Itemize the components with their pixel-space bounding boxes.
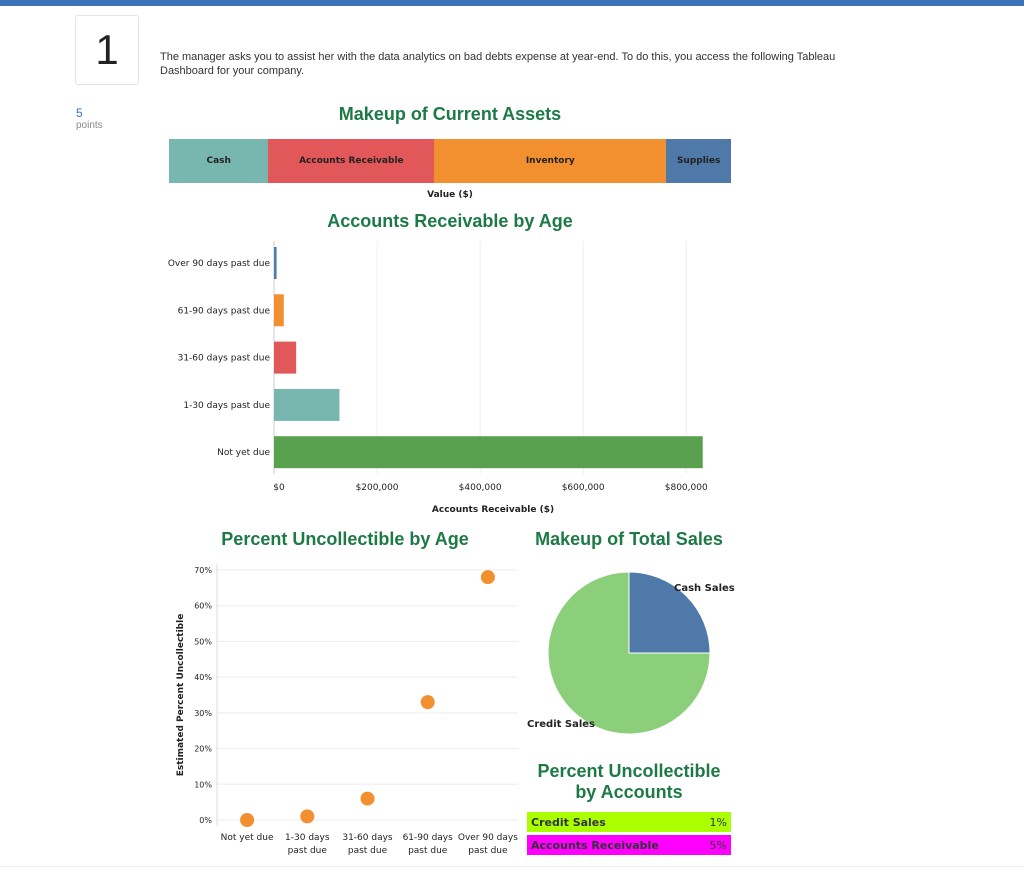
pct-x-tick-label: 61-90 days: [403, 833, 454, 843]
ar-bar: [274, 388, 340, 421]
pie-slice: [547, 571, 711, 735]
pct-x-tick-label: past due: [468, 846, 508, 856]
legend-row: Credit Sales 1%: [527, 812, 731, 832]
ar-category-label: 1-30 days past due: [183, 401, 270, 411]
pie-slice: [628, 571, 711, 654]
pct-point: [480, 570, 495, 585]
total-sales-pie-chart: Cash Sales Credit Sales: [527, 571, 735, 735]
ar-bar: [274, 247, 277, 279]
pct-uncollectible-age-chart: 0% 10% 20% 30% 40% 50% 60% 70% Estimated Percent…: [176, 564, 518, 856]
pct-y-tick-label: 20%: [194, 745, 212, 754]
legend-row-label: Accounts Receivable: [531, 838, 659, 852]
pie-label-cash-sales: Cash Sales: [674, 583, 735, 594]
ar-category-label: 31-60 days past due: [178, 354, 271, 364]
ar-category-label: 61-90 days past due: [178, 306, 271, 316]
pct-x-tick-label: past due: [348, 846, 388, 856]
question-number-box: 1: [75, 15, 139, 85]
pct-y-tick-label: 50%: [194, 637, 212, 646]
pct-x-tick-label: past due: [408, 846, 448, 856]
segment-inventory: Inventory: [434, 139, 667, 183]
ar-x-tick-label: $400,000: [459, 483, 502, 493]
pct-uncollectible-accounts-title-line-2: by Accounts: [575, 782, 683, 802]
pct-x-tick-label: 31-60 days: [342, 833, 393, 843]
pct-x-tick-label: past due: [288, 846, 328, 856]
pct-point: [240, 813, 255, 827]
current-assets-title: Makeup of Current Assets: [338, 104, 562, 124]
top-accent-bar: [0, 0, 1024, 6]
pct-point: [420, 695, 435, 710]
question-prompt: The manager asks you to assist her with …: [160, 51, 836, 77]
ar-category-label: Not yet due: [217, 448, 270, 458]
ar-x-tick-label: $600,000: [562, 483, 605, 493]
pct-y-tick-label: 10%: [194, 780, 212, 789]
legend-row-value: 5%: [709, 838, 727, 852]
current-assets-stacked-bar: Cash Accounts Receivable Inventory Supplies: [169, 139, 731, 183]
ar-x-tick-label: $200,000: [356, 483, 399, 493]
points-value: 5: [76, 106, 83, 120]
legend-row-label: Credit Sales: [531, 815, 606, 829]
segment-supplies: Supplies: [666, 139, 731, 183]
legend-row: Accounts Receivable 5%: [527, 835, 731, 855]
pct-uncollectible-age-title: Percent Uncollectible by Age: [221, 529, 469, 549]
question-number: 1: [95, 26, 119, 73]
current-assets-xlabel: Value ($): [427, 190, 473, 200]
pct-y-tick-label: 60%: [194, 602, 212, 611]
page-bottom-divider: [0, 866, 1024, 867]
segment-cash: Cash: [169, 139, 269, 183]
pct-y-tick-label: 40%: [194, 673, 212, 682]
ar-x-axis-label: Accounts Receivable ($): [432, 505, 554, 515]
pct-point: [360, 791, 375, 806]
ar-by-age-title: Accounts Receivable by Age: [327, 211, 573, 231]
ar-bar: [274, 341, 297, 374]
ar-x-tick-label: $800,000: [665, 483, 708, 493]
total-sales-title: Makeup of Total Sales: [535, 529, 723, 549]
points-label: points: [76, 120, 103, 131]
pct-uncollectible-accounts-title-line-1: Percent Uncollectible: [537, 761, 721, 781]
pct-x-tick-label: Not yet due: [221, 833, 274, 843]
pct-y-tick-label: 70%: [194, 566, 212, 575]
legend-row-value: 1%: [709, 815, 727, 829]
pct-y-tick-label: 30%: [194, 709, 212, 718]
ar-x-tick-label: $0: [273, 483, 285, 493]
pct-y-tick-label: 0%: [199, 816, 212, 825]
ar-bar: [274, 294, 284, 327]
ar-category-label: Over 90 days past due: [168, 259, 271, 269]
segment-accounts-receivable: Accounts Receivable: [268, 139, 435, 183]
ar-by-age-chart: $0 $200,000 $400,000 $600,000 $800,000 Over 9…: [168, 241, 708, 515]
pct-x-tick-label: 1-30 days: [285, 833, 330, 843]
pct-y-axis-label: Estimated Percent Uncollectible: [176, 614, 186, 777]
pie-label-credit-sales: Credit Sales: [527, 719, 595, 730]
ar-bar: [274, 436, 703, 469]
pct-x-tick-label: Over 90 days: [458, 833, 518, 843]
pct-uncollectible-accounts-title: Percent Uncollectible by Accounts: [527, 761, 731, 803]
pct-point: [300, 809, 315, 824]
